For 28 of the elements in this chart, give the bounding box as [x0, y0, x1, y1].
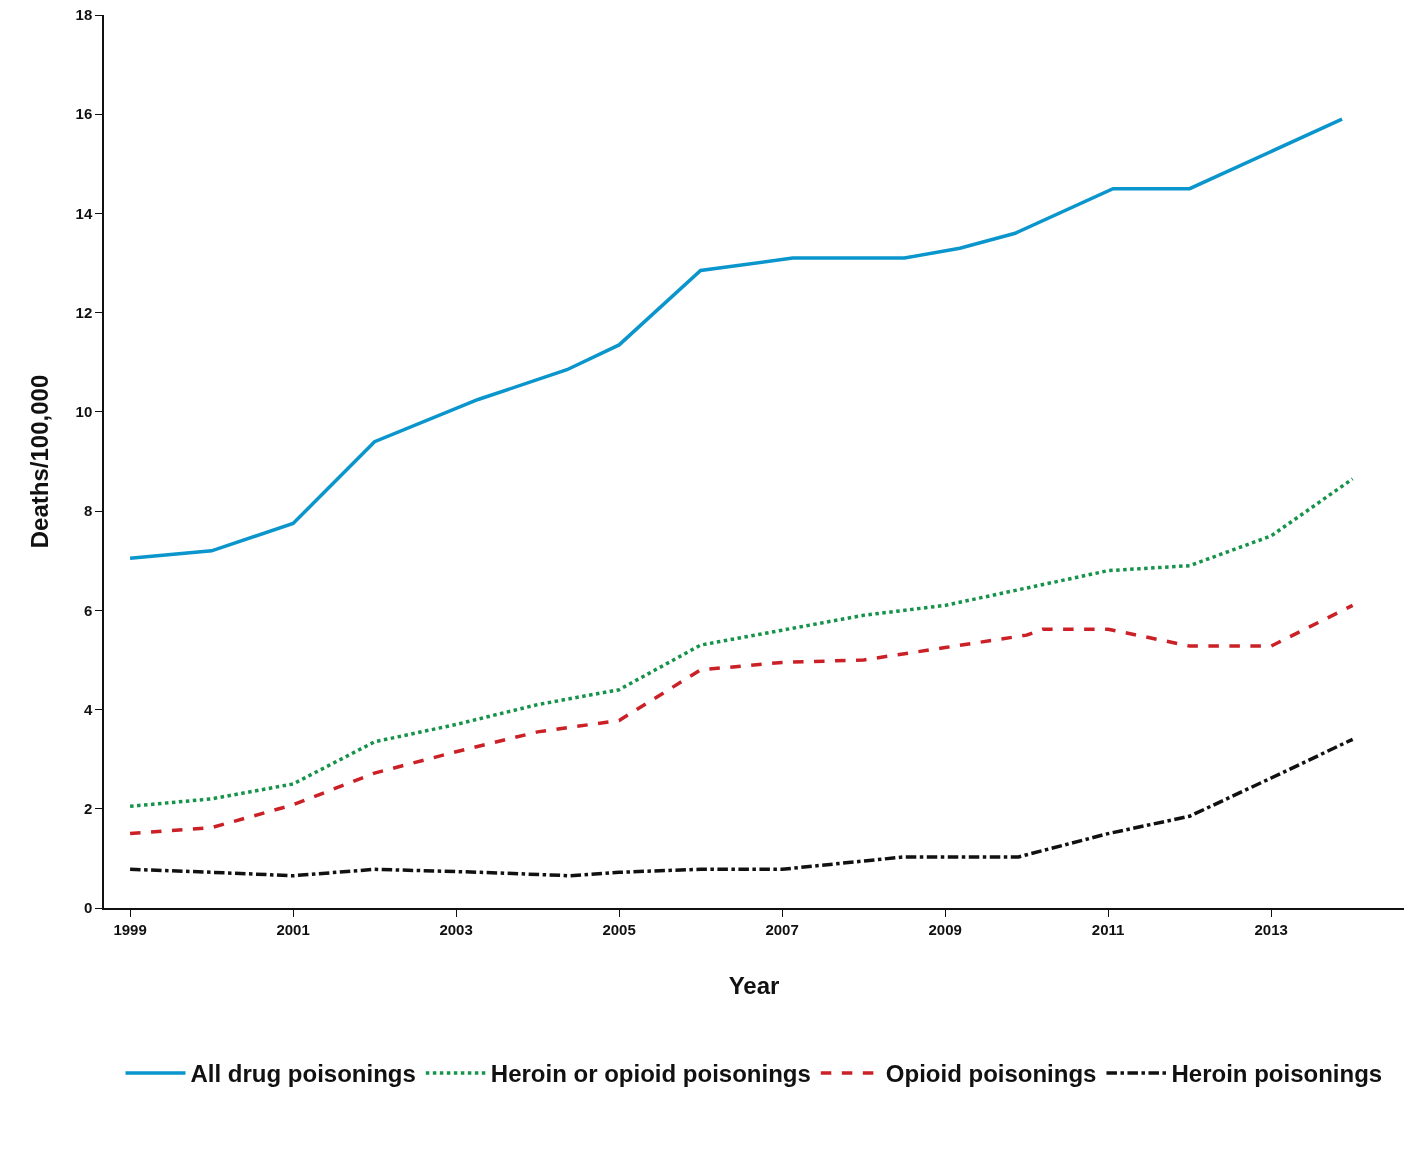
y-tick-label: 18 [75, 6, 93, 24]
legend-label: Heroin poisonings [1171, 1060, 1383, 1088]
line-series [128, 603, 1355, 836]
x-tick-label: 2005 [602, 920, 636, 938]
x-axis-title: Year [728, 971, 780, 999]
x-tick-label: 2011 [1091, 920, 1125, 938]
line-series [128, 117, 1344, 560]
y-tick-label: 16 [75, 105, 93, 123]
x-tick-label: 2001 [276, 920, 310, 938]
line-series [128, 477, 1355, 809]
legend-label: All drug poisonings [190, 1060, 416, 1088]
legend-label: Opioid poisonings [885, 1060, 1097, 1088]
y-tick-label: 0 [83, 899, 93, 917]
y-tick-label: 2 [83, 800, 93, 818]
x-tick-label: 2007 [765, 920, 799, 938]
line-series [128, 737, 1355, 878]
x-tick-label: 2003 [439, 920, 473, 938]
x-tick-label: 2009 [928, 920, 962, 938]
y-tick-label: 6 [83, 601, 93, 619]
y-tick-label: 12 [75, 303, 93, 321]
y-tick-label: 10 [75, 403, 93, 421]
legend-label: Heroin or opioid poisonings [490, 1060, 811, 1088]
y-tick-label: 4 [83, 700, 93, 718]
y-tick-label: 14 [75, 204, 93, 222]
y-axis-title: Deaths/100,000 [26, 374, 54, 549]
x-tick-label: 2013 [1254, 920, 1288, 938]
y-tick-label: 8 [83, 502, 93, 520]
x-tick-label: 1999 [113, 920, 147, 938]
